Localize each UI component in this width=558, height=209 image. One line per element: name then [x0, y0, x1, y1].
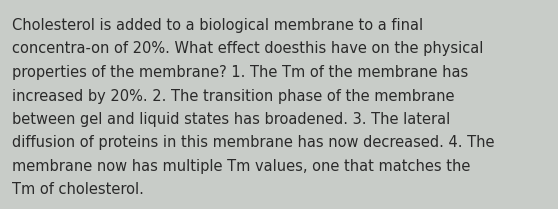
Text: concentra-on of 20%. What effect doesthis have on the physical: concentra-on of 20%. What effect doesthi…	[12, 42, 483, 56]
Text: Tm of cholesterol.: Tm of cholesterol.	[12, 182, 144, 198]
Text: increased by 20%. 2. The transition phase of the membrane: increased by 20%. 2. The transition phas…	[12, 88, 455, 103]
Text: membrane now has multiple Tm values, one that matches the: membrane now has multiple Tm values, one…	[12, 159, 470, 174]
Text: Cholesterol is added to a biological membrane to a final: Cholesterol is added to a biological mem…	[12, 18, 423, 33]
Text: diffusion of proteins in this membrane has now decreased. 4. The: diffusion of proteins in this membrane h…	[12, 135, 494, 150]
Text: between gel and liquid states has broadened. 3. The lateral: between gel and liquid states has broade…	[12, 112, 450, 127]
Text: properties of the membrane? 1. The Tm of the membrane has: properties of the membrane? 1. The Tm of…	[12, 65, 468, 80]
